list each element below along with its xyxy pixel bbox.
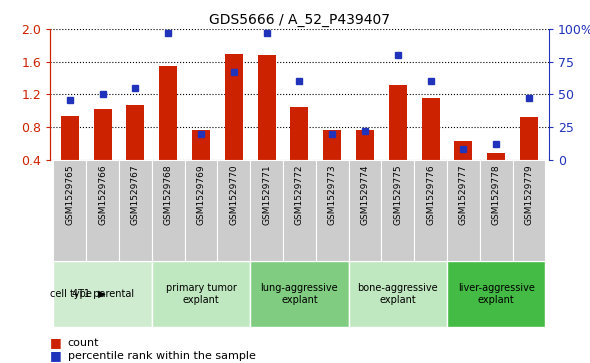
Title: GDS5666 / A_52_P439407: GDS5666 / A_52_P439407 [209,13,390,26]
Bar [152,160,185,261]
Text: GSM1529768: GSM1529768 [164,165,173,225]
Text: GSM1529770: GSM1529770 [230,165,238,225]
Text: GSM1529767: GSM1529767 [131,165,140,225]
Text: GSM1529769: GSM1529769 [196,165,205,225]
Text: count: count [68,338,99,348]
Bar [454,141,473,160]
Bar [258,55,276,160]
Bar [250,261,349,327]
Text: ■: ■ [50,349,62,362]
Bar [54,261,152,327]
Bar [283,160,316,261]
Text: primary tumor
explant: primary tumor explant [166,283,237,305]
Text: GSM1529775: GSM1529775 [394,165,402,225]
Bar [86,160,119,261]
Text: GSM1529778: GSM1529778 [491,165,501,225]
Bar [54,160,86,261]
Text: GSM1529777: GSM1529777 [459,165,468,225]
Text: bone-aggressive
explant: bone-aggressive explant [358,283,438,305]
Bar [349,261,447,327]
Bar [487,153,505,160]
Text: GSM1529766: GSM1529766 [98,165,107,225]
Bar [349,160,381,261]
Bar [185,160,218,261]
Text: lung-aggressive
explant: lung-aggressive explant [261,283,338,305]
Text: GSM1529776: GSM1529776 [426,165,435,225]
Text: GSM1529772: GSM1529772 [295,165,304,225]
Text: GSM1529779: GSM1529779 [525,165,533,225]
Text: GSM1529773: GSM1529773 [327,165,337,225]
Text: percentile rank within the sample: percentile rank within the sample [68,351,255,361]
Bar [250,160,283,261]
Text: 4T1 parental: 4T1 parental [71,289,134,299]
Bar [192,130,210,160]
Bar [447,261,545,327]
Bar [389,85,407,160]
Bar [356,130,374,160]
Bar [323,130,341,160]
Bar [520,117,538,160]
Bar [94,109,112,160]
Bar [316,160,349,261]
Bar [422,98,440,160]
Bar [119,160,152,261]
Bar [225,53,243,160]
Bar [126,105,145,160]
Bar [447,160,480,261]
Bar [381,160,414,261]
Text: GSM1529771: GSM1529771 [262,165,271,225]
Bar [290,107,309,160]
Bar [480,160,513,261]
Text: liver-aggressive
explant: liver-aggressive explant [458,283,535,305]
Text: GSM1529774: GSM1529774 [360,165,369,225]
Bar [513,160,545,261]
Bar [152,261,250,327]
Text: GSM1529765: GSM1529765 [65,165,74,225]
Bar [218,160,250,261]
Bar [414,160,447,261]
Bar [159,66,177,160]
Bar [61,117,79,160]
Text: ■: ■ [50,337,62,350]
Text: cell type  ▶: cell type ▶ [50,289,106,299]
